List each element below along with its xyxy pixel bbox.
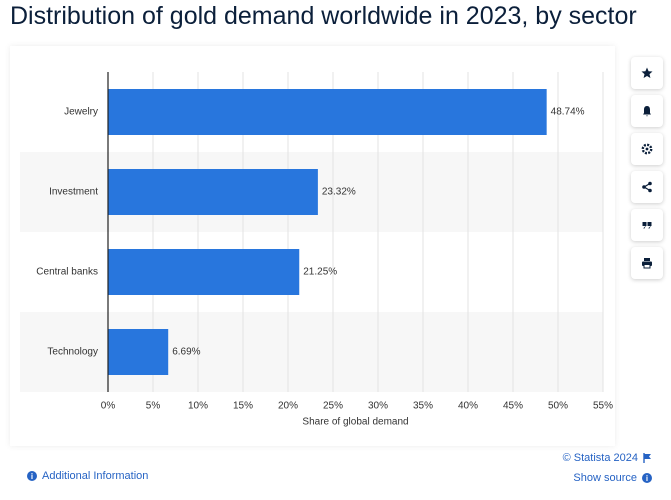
additional-info-link[interactable]: i Additional Information xyxy=(27,470,148,482)
y-tick-label: Technology xyxy=(47,347,98,358)
x-tick-label: 30% xyxy=(368,401,388,412)
bar xyxy=(108,169,318,215)
bar xyxy=(108,249,300,295)
print-button[interactable] xyxy=(631,247,663,279)
cite-button[interactable] xyxy=(631,209,663,241)
show-source-text: Show source xyxy=(573,472,637,484)
value-label: 6.69% xyxy=(172,347,200,358)
x-tick-label: 15% xyxy=(233,401,253,412)
x-tick-label: 40% xyxy=(458,401,478,412)
value-label: 23.32% xyxy=(322,187,356,198)
x-tick-label: 35% xyxy=(413,401,433,412)
additional-info-text: Additional Information xyxy=(42,470,149,482)
x-tick-label: 5% xyxy=(146,401,161,412)
bar xyxy=(108,89,547,135)
x-axis-title: Share of global demand xyxy=(302,417,408,428)
favorite-button[interactable] xyxy=(631,57,663,89)
x-tick-label: 55% xyxy=(593,401,613,412)
x-tick-label: 50% xyxy=(548,401,568,412)
x-tick-label: 10% xyxy=(188,401,208,412)
y-tick-label: Investment xyxy=(49,187,98,198)
info-icon: i xyxy=(27,471,37,481)
chart-title: Distribution of gold demand worldwide in… xyxy=(10,2,637,30)
value-label: 21.25% xyxy=(303,267,337,278)
flag-icon xyxy=(643,453,651,463)
notification-button[interactable] xyxy=(631,95,663,127)
x-tick-label: 20% xyxy=(278,401,298,412)
show-source-link[interactable]: Show source i xyxy=(573,472,652,484)
x-tick-label: 0% xyxy=(101,401,116,412)
x-tick-label: 45% xyxy=(503,401,523,412)
value-label: 48.74% xyxy=(551,107,585,118)
x-tick-label: 25% xyxy=(323,401,343,412)
y-tick-label: Jewelry xyxy=(64,107,98,118)
share-button[interactable] xyxy=(631,171,663,203)
bar xyxy=(108,329,169,375)
y-tick-label: Central banks xyxy=(36,267,98,278)
info-icon: i xyxy=(642,473,652,483)
settings-button[interactable] xyxy=(631,133,663,165)
copyright-link[interactable]: © Statista 2024 xyxy=(563,452,652,464)
copyright-text: © Statista 2024 xyxy=(562,452,638,464)
